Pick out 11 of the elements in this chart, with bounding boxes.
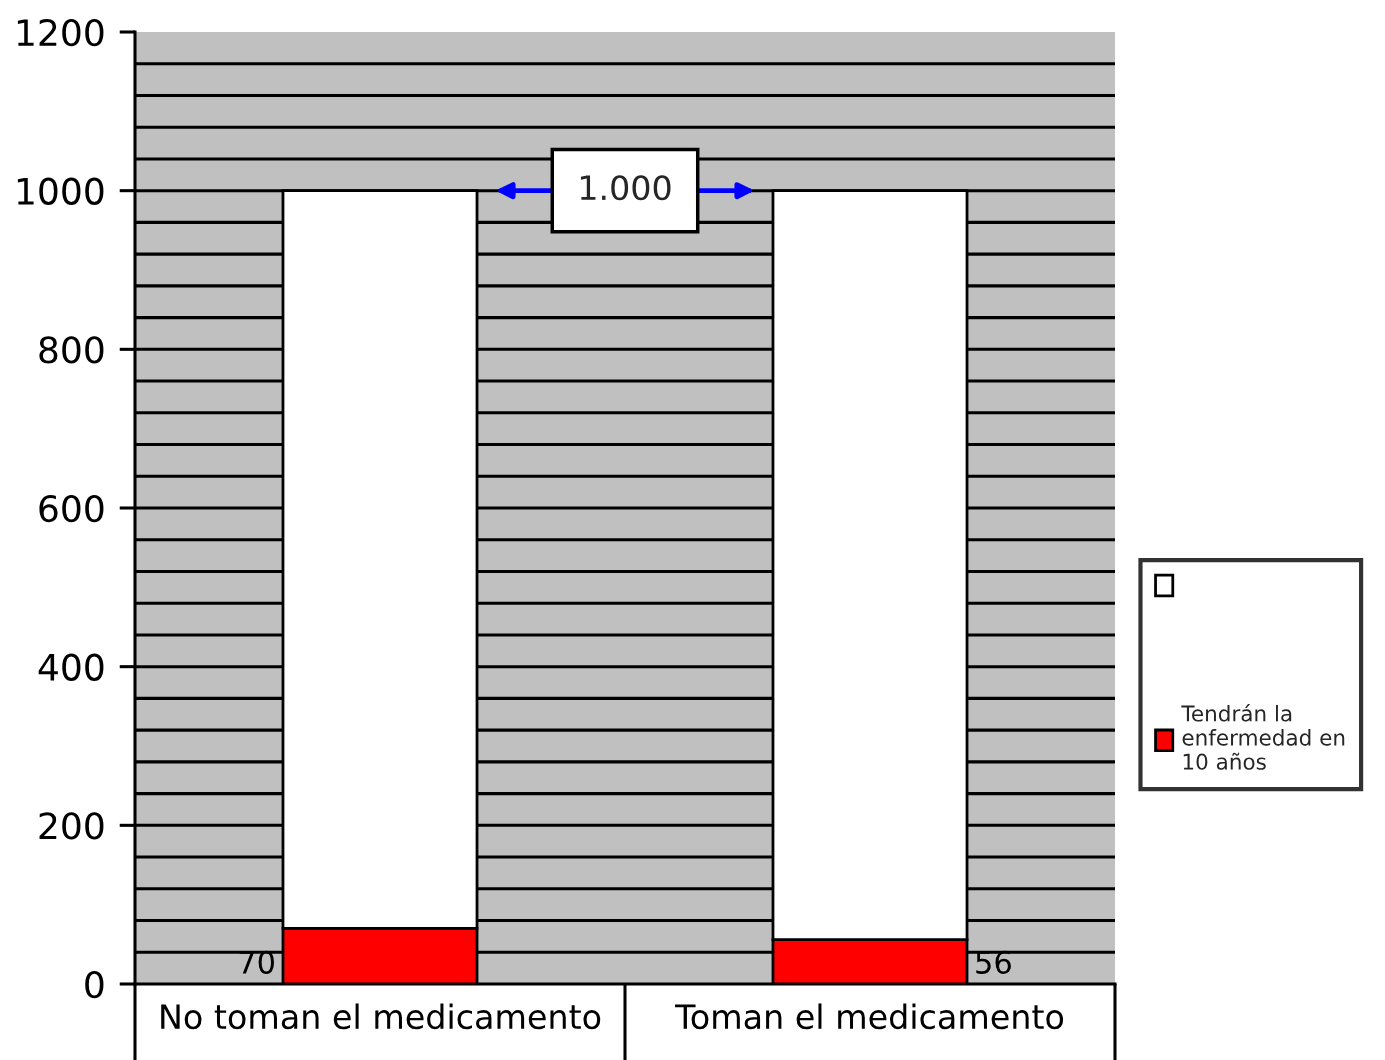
x-tick-label: Toman el medicamento <box>675 1003 1064 1030</box>
y-tick-label: 400 <box>38 653 104 681</box>
annotation: 1.000 <box>580 175 671 201</box>
y-tick-label: 1000 <box>17 177 104 205</box>
y-tick-label: 800 <box>39 336 104 364</box>
legend-label: Tendrán la enfermedad en 10 años <box>1181 704 1345 770</box>
y-tick-label: 600 <box>39 494 104 523</box>
x-tick-label: No toman el medicamento <box>161 1003 601 1030</box>
y-tick-label: 200 <box>39 812 104 840</box>
y-tick-label: 0 <box>85 970 104 999</box>
y-tick-label: 1200 <box>17 18 104 47</box>
